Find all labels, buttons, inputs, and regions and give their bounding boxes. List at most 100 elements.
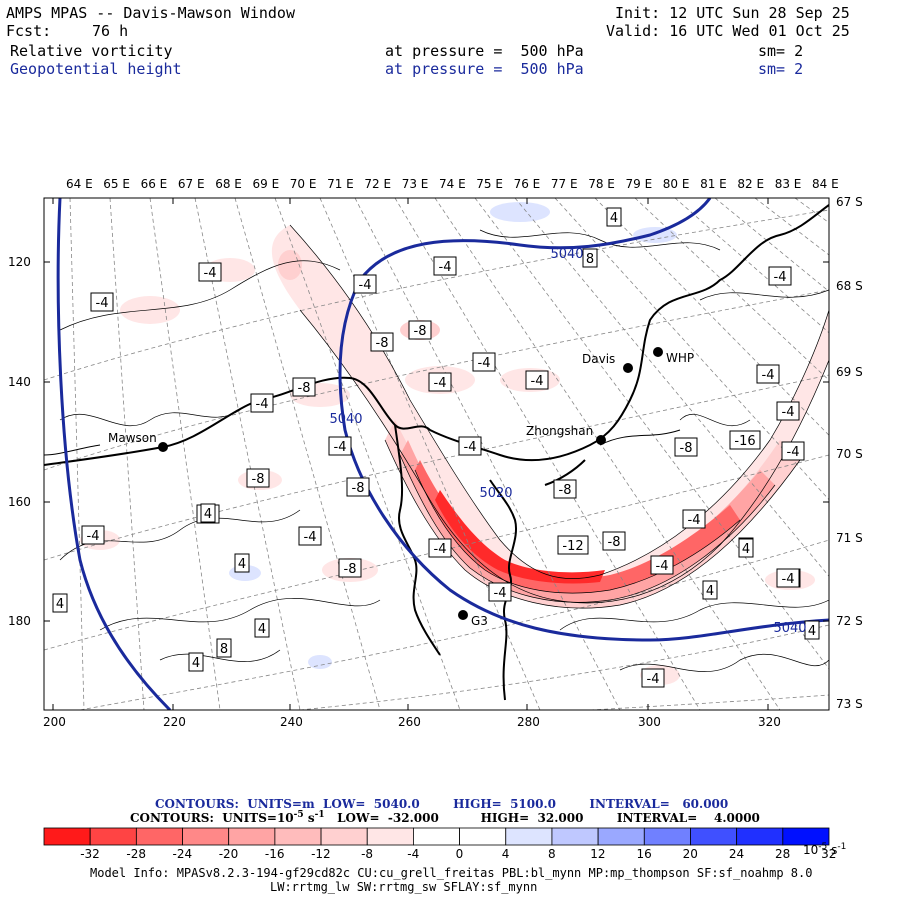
vorticity-label: -4	[776, 568, 800, 588]
vorticity-label: -8	[553, 479, 577, 499]
svg-text:-4: -4	[494, 586, 507, 601]
vorticity-label: -4	[781, 441, 805, 461]
vorticity-label: -4	[682, 509, 706, 529]
lon-label: 75 E	[476, 177, 503, 191]
svg-text:-8: -8	[252, 472, 265, 487]
top-longitude-labels: 64 E 65 E 66 E 67 E 68 E 69 E 70 E 71 E 72 E 73 E…	[66, 177, 839, 191]
svg-text:-4: -4	[774, 270, 787, 285]
vorticity-label: 4	[234, 553, 250, 573]
height-contour-labels: 5040 5040 5020 5040	[329, 247, 806, 636]
colorbar-label: 28	[775, 847, 790, 861]
colorbar-swatch	[551, 827, 599, 846]
vorticity-label: -4	[641, 668, 665, 688]
svg-text:4: 4	[742, 542, 750, 557]
height-contours	[56, 198, 829, 710]
bottom-grid-labels: 200 220 240 260 280 300 320	[43, 715, 781, 729]
svg-text:-4: -4	[434, 376, 447, 391]
svg-text:-4: -4	[434, 542, 447, 557]
svg-text:4: 4	[238, 557, 246, 572]
vorticity-label: -8	[674, 437, 698, 457]
vorticity-label: -4	[353, 274, 377, 294]
colorbar-swatch	[505, 827, 553, 846]
height-contour-legend: CONTOURS: UNITS=m LOW= 5040.0 HIGH= 5100…	[155, 797, 728, 811]
x-label: 300	[638, 715, 661, 729]
colorbar-label: -24	[173, 847, 193, 861]
colorbar-label: 12	[590, 847, 605, 861]
station-mawson: Mawson	[108, 431, 168, 452]
lon-label: 70 E	[290, 177, 317, 191]
x-label: 280	[517, 715, 540, 729]
vorticity-label: -4	[90, 292, 114, 312]
vorticity-label: 4	[804, 620, 820, 640]
y-label: 140	[8, 375, 31, 389]
svg-text:-8: -8	[559, 483, 572, 498]
svg-text:-8: -8	[298, 381, 311, 396]
lon-label: 74 E	[439, 177, 466, 191]
x-label: 220	[163, 715, 186, 729]
svg-text:4: 4	[56, 597, 64, 612]
lon-label: 79 E	[626, 177, 653, 191]
lon-label: 66 E	[141, 177, 168, 191]
y-label: 160	[8, 495, 31, 509]
lon-label: 84 E	[812, 177, 839, 191]
colorbar-swatch	[228, 827, 276, 846]
lon-label: 71 E	[327, 177, 354, 191]
vorticity-label: 4	[738, 538, 754, 558]
vorticity-label: -4	[298, 526, 322, 546]
svg-text:Zhongshan: Zhongshan	[526, 424, 593, 438]
vorticity-label: -4	[488, 582, 512, 602]
colorbar-swatch	[182, 827, 230, 846]
right-latitude-labels: 67 S 68 S 69 S 70 S 71 S 72 S 73 S	[836, 195, 863, 711]
height-label: 5020	[479, 486, 512, 501]
station-zhongshan: Zhongshan	[526, 424, 606, 445]
vorticity-contour-labels: -4 -4 -4 -4 -4 -8 -8 -8 -4 -4 -4 -4 -4 -4 -8 -8 -4 -8 -4 -4…	[52, 207, 820, 688]
field1-name: Relative vorticity	[10, 42, 173, 60]
init-time: Init: 12 UTC Sun 28 Sep 25	[615, 4, 850, 22]
x-label: 200	[43, 715, 66, 729]
colorbar-swatch	[413, 827, 460, 846]
svg-text:-12: -12	[562, 539, 583, 554]
station-whp: WHP	[653, 347, 694, 365]
lon-label: 67 E	[178, 177, 205, 191]
fcst-label: Fcst:	[6, 22, 52, 40]
svg-text:-4: -4	[656, 559, 669, 574]
vorticity-label: -4	[81, 525, 105, 545]
svg-text:-8: -8	[376, 336, 389, 351]
colorbar-swatch	[782, 827, 830, 846]
svg-text:-8: -8	[680, 441, 693, 456]
colorbar-label: 0	[456, 847, 464, 861]
vorticity-contour-legend: CONTOURS: UNITS=10-5 s-1 LOW= -32.000 HI…	[130, 810, 760, 825]
svg-text:-4: -4	[787, 445, 800, 460]
coastline-thin	[44, 429, 681, 456]
vorticity-label: -4	[328, 436, 352, 456]
lon-label: 77 E	[551, 177, 578, 191]
vorticity-label: -4	[756, 364, 780, 384]
colorbar-label: -32	[80, 847, 100, 861]
colorbar-swatch	[43, 827, 91, 846]
y-label: 180	[8, 614, 31, 628]
svg-text:-4: -4	[478, 356, 491, 371]
height-label: 5040	[773, 621, 806, 636]
field1-pressure: at pressure = 500 hPa	[385, 42, 584, 60]
vorticity-label: -4	[525, 370, 549, 390]
vorticity-label: -4	[650, 555, 674, 575]
colorbar-label: -16	[265, 847, 285, 861]
colorbar-swatch	[89, 827, 137, 846]
lon-label: 72 E	[364, 177, 391, 191]
colorbar-label: 4	[502, 847, 510, 861]
valid-time: Valid: 16 UTC Wed 01 Oct 25	[606, 22, 850, 40]
svg-text:-8: -8	[414, 324, 427, 339]
lat-label: 71 S	[836, 531, 863, 545]
x-label: 320	[758, 715, 781, 729]
svg-text:8: 8	[586, 252, 594, 267]
lon-label: 69 E	[253, 177, 280, 191]
colorbar-label: -8	[361, 847, 373, 861]
colorbar	[43, 827, 830, 846]
lon-label: 80 E	[663, 177, 690, 191]
vorticity-label: -4	[472, 352, 496, 372]
vorticity-label: -4	[428, 538, 452, 558]
svg-text:G3: G3	[471, 614, 488, 628]
svg-text:-4: -4	[688, 513, 701, 528]
field1-smoothing: sm= 2	[758, 42, 804, 60]
